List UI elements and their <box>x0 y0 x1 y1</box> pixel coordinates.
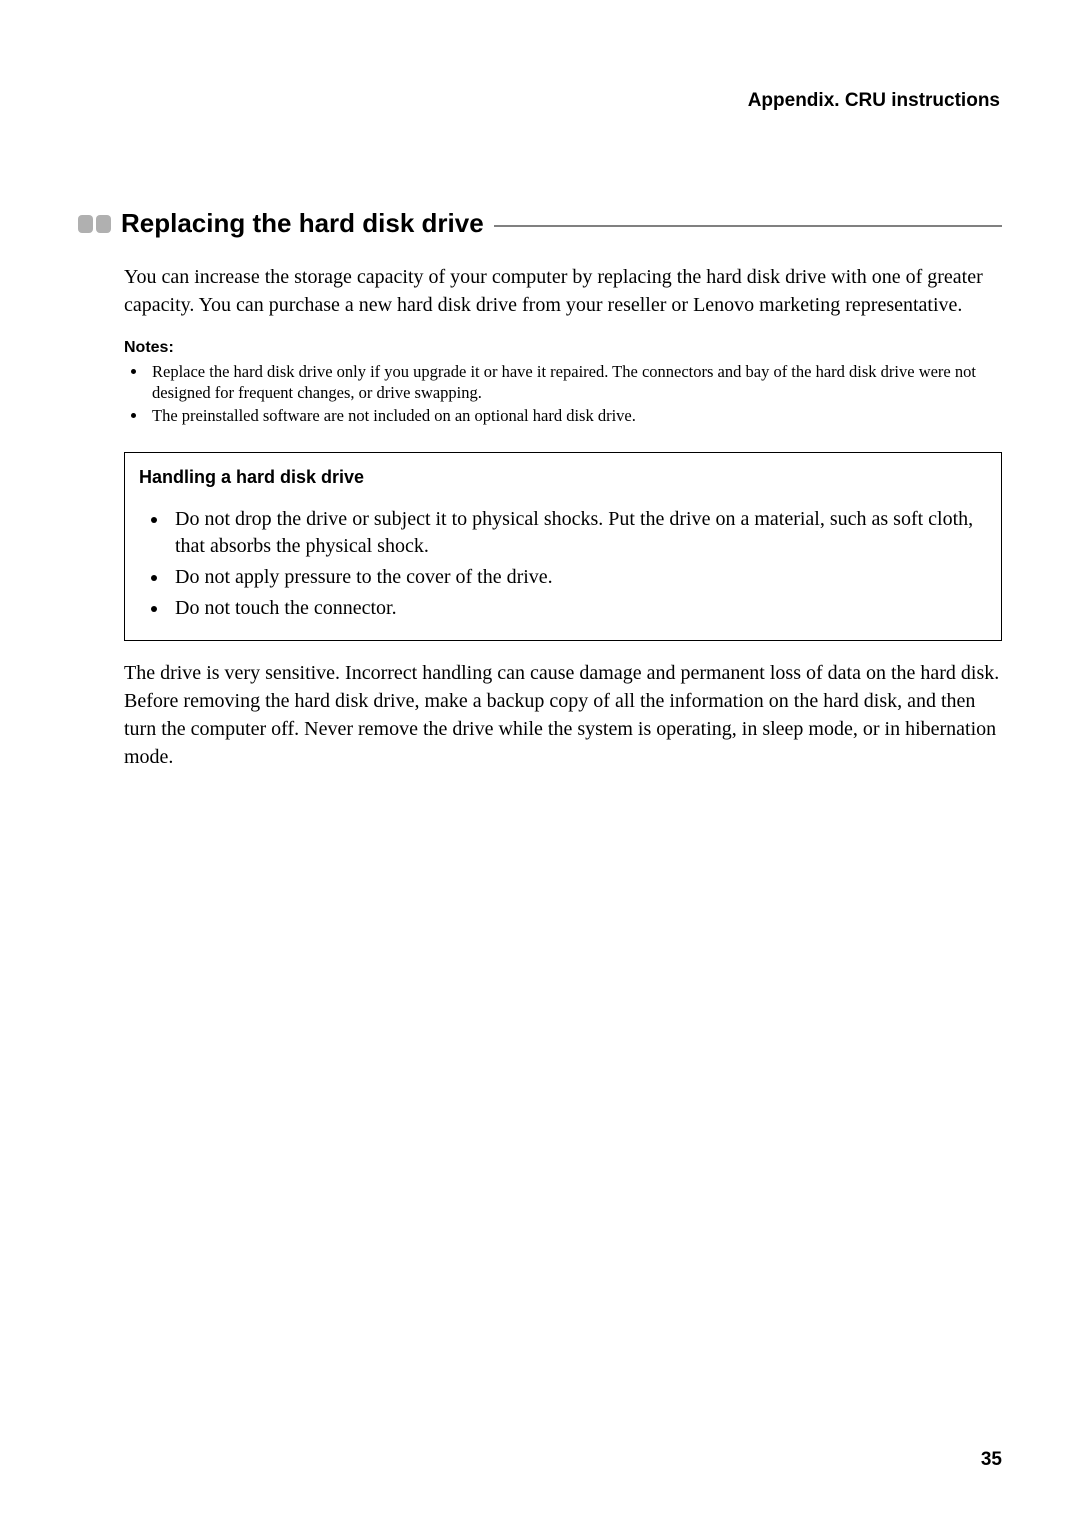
notes-label: Notes: <box>124 339 1002 357</box>
closing-paragraph: The drive is very sensitive. Incorrect h… <box>124 659 1002 771</box>
notes-list-item: The preinstalled software are not includ… <box>148 405 1002 426</box>
title-bullet-icon <box>78 215 111 233</box>
handling-list-item: Do not apply pressure to the cover of th… <box>169 564 987 591</box>
notes-section: Notes: Replace the hard disk drive only … <box>124 339 1002 426</box>
section-intro-paragraph: You can increase the storage capacity of… <box>124 263 1002 319</box>
handling-box: Handling a hard disk drive Do not drop t… <box>124 452 1002 641</box>
title-divider-line <box>494 225 1002 227</box>
bullet-box-icon <box>78 215 93 233</box>
section-title-row: Replacing the hard disk drive <box>78 208 1002 239</box>
section-title: Replacing the hard disk drive <box>121 208 484 239</box>
handling-list-item: Do not drop the drive or subject it to p… <box>169 506 987 560</box>
notes-list-item: Replace the hard disk drive only if you … <box>148 361 1002 403</box>
notes-list: Replace the hard disk drive only if you … <box>124 361 1002 426</box>
header-appendix-label: Appendix. CRU instructions <box>78 90 1002 112</box>
page-number: 35 <box>981 1449 1002 1471</box>
handling-title: Handling a hard disk drive <box>139 467 987 488</box>
handling-list: Do not drop the drive or subject it to p… <box>139 506 987 622</box>
handling-list-item: Do not touch the connector. <box>169 595 987 622</box>
page-container: Appendix. CRU instructions Replacing the… <box>0 0 1080 771</box>
bullet-box-icon <box>96 215 111 233</box>
